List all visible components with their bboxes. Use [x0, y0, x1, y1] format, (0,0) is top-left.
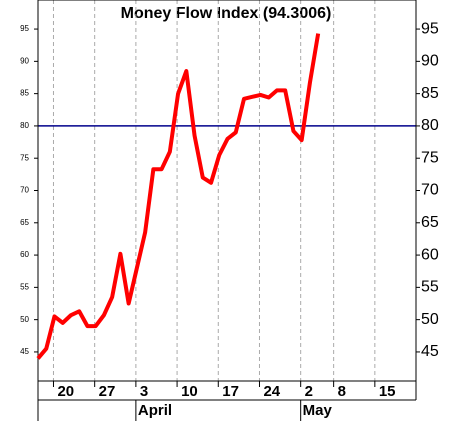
x-tick-label: 10 — [181, 383, 198, 400]
x-tick-label: 2 — [305, 383, 313, 400]
y-tick-label-right: 60 — [421, 246, 439, 263]
y-tick-label-right: 80 — [421, 117, 439, 134]
y-tick-label-left: 95 — [20, 24, 29, 33]
y-tick-label-left: 90 — [20, 56, 29, 65]
y-tick-label-left: 50 — [20, 315, 29, 324]
y-tick-label-right: 70 — [421, 182, 439, 199]
y-tick-label-left: 45 — [20, 347, 29, 356]
y-tick-label-left: 80 — [20, 121, 29, 130]
x-tick-label: 8 — [338, 383, 346, 400]
y-tick-label-left: 85 — [20, 89, 29, 98]
y-tick-label-right: 75 — [421, 149, 439, 166]
x-tick-label: 3 — [140, 383, 148, 400]
x-tick-label: 27 — [99, 383, 116, 400]
y-tick-label-left: 75 — [20, 153, 29, 162]
y-tick-label-right: 85 — [421, 85, 439, 102]
x-tick-label: 20 — [57, 383, 74, 400]
y-tick-label-right: 65 — [421, 214, 439, 231]
x-tick-label: 24 — [263, 383, 280, 400]
y-tick-label-right: 90 — [421, 53, 439, 70]
month-label: April — [138, 402, 172, 419]
y-tick-label-left: 65 — [20, 218, 29, 227]
y-tick-label-left: 70 — [20, 186, 29, 195]
y-tick-label-right: 95 — [421, 20, 439, 37]
plot-frame — [37, 0, 417, 382]
y-tick-label-right: 45 — [421, 343, 439, 360]
y-tick-label-left: 55 — [20, 282, 29, 291]
x-tick-label: 17 — [222, 383, 239, 400]
y-tick-label-left: 60 — [20, 250, 29, 259]
month-label: May — [303, 402, 333, 419]
y-tick-label-right: 50 — [421, 311, 439, 328]
chart-title: Money Flow Index (94.3006) — [121, 5, 332, 22]
data-line — [36, 33, 321, 360]
x-tick-label: 15 — [379, 383, 396, 400]
y-tick-label-right: 55 — [421, 279, 439, 296]
